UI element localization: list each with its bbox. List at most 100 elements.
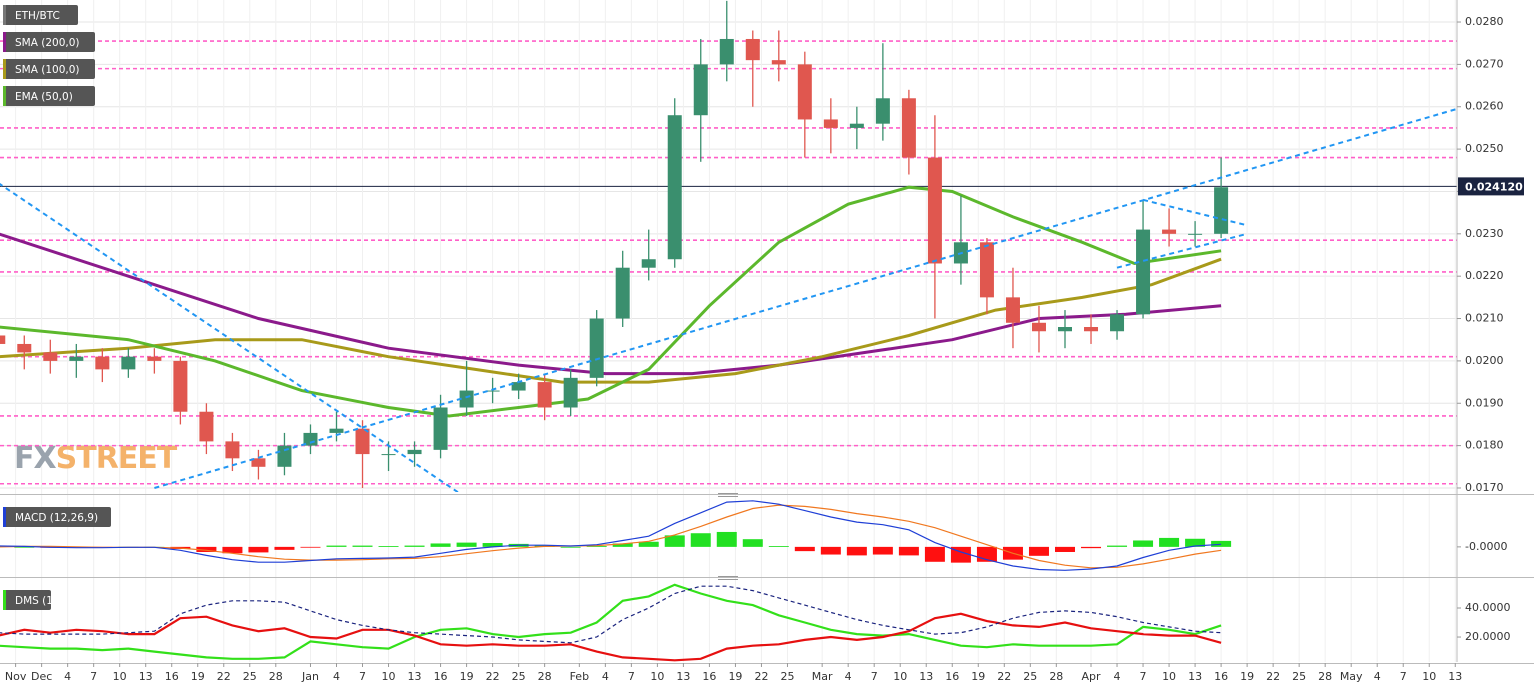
x-tick-label: 10: [1162, 670, 1176, 683]
x-tick-label: 25: [1023, 670, 1037, 683]
x-tick-label: 10: [382, 670, 396, 683]
x-tick-label: May: [1340, 670, 1363, 683]
candle-body: [927, 157, 942, 264]
candle-body: [589, 318, 604, 378]
legend-box: [3, 86, 95, 106]
candle-body: [615, 267, 630, 319]
histogram-bar: [326, 545, 347, 547]
y-tick-label: 0.0270: [1465, 57, 1504, 70]
histogram-bar: [638, 541, 659, 547]
histogram-bar: [404, 545, 425, 547]
candle-body: [69, 356, 84, 361]
x-tick-label: 10: [650, 670, 664, 683]
candle-body: [17, 343, 32, 353]
candle-body: [745, 38, 760, 61]
last-price-label: 0.024120: [1465, 180, 1523, 193]
y-tick-label: 0.0220: [1465, 269, 1504, 282]
x-tick-label: 28: [1049, 670, 1063, 683]
x-tick-label: 4: [64, 670, 71, 683]
watermark-part: STREET: [56, 441, 178, 476]
indicator-line: [0, 612, 1222, 662]
candle-body: [121, 356, 136, 370]
y-tick-label: 0.0190: [1465, 396, 1504, 409]
x-tick-label: 7: [1140, 670, 1147, 683]
legend-box: [3, 32, 95, 52]
x-tick-label: 28: [1318, 670, 1332, 683]
x-tick-label: 7: [359, 670, 366, 683]
candle-body: [719, 38, 734, 65]
legend-swatch: [3, 5, 6, 25]
legend-box: [3, 5, 78, 25]
indicator-line: [0, 583, 1222, 660]
histogram-bar: [430, 543, 451, 547]
candle-body: [823, 119, 838, 128]
histogram-bar: [482, 543, 503, 547]
legend-box: [3, 590, 51, 610]
histogram-bar: [1107, 545, 1128, 547]
y-tick-label: 0.0200: [1465, 354, 1504, 367]
x-tick-label: 19: [1240, 670, 1254, 683]
candle-body: [797, 64, 812, 120]
candle-body: [1031, 322, 1046, 332]
candle-body: [0, 335, 6, 344]
y-tick-label: 0.0250: [1465, 142, 1504, 155]
x-tick-label: 22: [486, 670, 500, 683]
candle-body: [875, 98, 890, 124]
legend-box: [3, 507, 111, 527]
candle-body: [537, 382, 552, 408]
x-tick-label: 16: [434, 670, 448, 683]
legend-label: ETH/BTC: [15, 10, 60, 22]
resize-handle[interactable]: [718, 493, 738, 580]
x-tick-label: Nov: [5, 670, 27, 683]
x-tick-label: 16: [702, 670, 716, 683]
candle-body: [1084, 327, 1099, 332]
x-tick-label: Feb: [570, 670, 589, 683]
y-tick-label: 0.0170: [1465, 481, 1504, 494]
histogram-bar: [14, 546, 35, 548]
candle-body: [329, 428, 344, 433]
candle-body: [771, 60, 786, 65]
candle-body: [641, 259, 656, 268]
x-tick-label: Mar: [812, 670, 833, 683]
x-tick-label: 13: [1448, 670, 1462, 683]
candle-body: [901, 98, 916, 158]
x-tick-label: 7: [871, 670, 878, 683]
histogram-bar: [742, 539, 763, 547]
histogram-bar: [872, 546, 893, 555]
histogram-bar: [794, 546, 815, 552]
candle-body: [849, 123, 864, 128]
candle-body: [667, 115, 682, 260]
overlay: 0.024120 ETH/BTC SMA (200,0) SMA (100,0) EMA…: [3, 5, 1524, 610]
x-tick-label: 7: [90, 670, 97, 683]
y-tick-label: 0.0180: [1465, 439, 1504, 452]
grid: [0, 0, 1457, 662]
legend-swatch: [3, 86, 6, 106]
x-tick-label: 7: [628, 670, 635, 683]
x-tick-label: 16: [165, 670, 179, 683]
x-tick-label: 25: [243, 670, 257, 683]
histogram-bar: [768, 546, 789, 547]
legend-swatch: [3, 59, 6, 79]
x-tick-label: 25: [780, 670, 794, 683]
macd-line: [0, 500, 1222, 571]
candle-body: [173, 360, 188, 412]
histogram-bar: [716, 531, 737, 547]
macd-panel: [0, 500, 1232, 571]
x-tick-label: 10: [113, 670, 127, 683]
candle-body: [979, 242, 994, 298]
candle-body: [407, 449, 422, 455]
histogram-bar: [1133, 540, 1154, 547]
y-tick-label: 20.0000: [1465, 630, 1511, 643]
histogram-bar: [378, 546, 399, 547]
candle-body: [199, 411, 214, 442]
histogram-bar: [560, 546, 581, 548]
x-tick-label: 4: [333, 670, 340, 683]
histogram-bar: [846, 546, 867, 556]
x-tick-label: Dec: [31, 670, 52, 683]
x-tick-label: 16: [1214, 670, 1228, 683]
x-tick-label: 22: [217, 670, 231, 683]
candle-body: [1057, 327, 1072, 332]
signal-line: [0, 504, 1222, 569]
